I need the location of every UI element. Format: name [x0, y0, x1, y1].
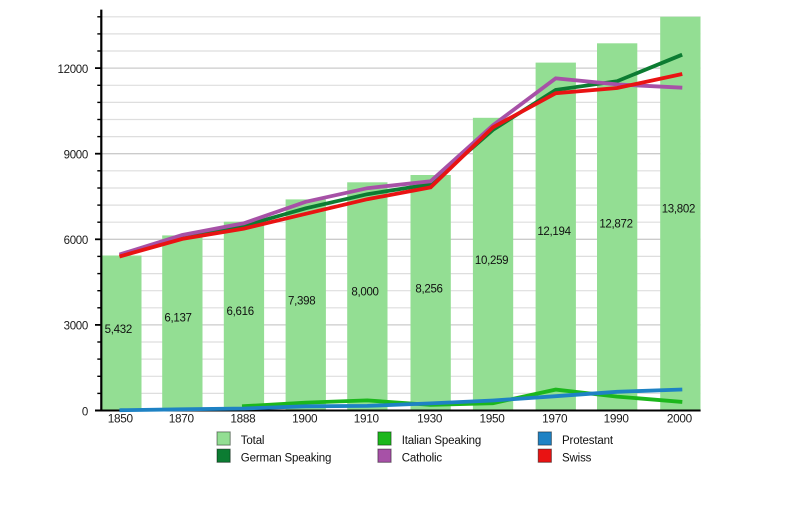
svg-text:7,398: 7,398: [288, 296, 315, 308]
svg-text:1850: 1850: [108, 411, 134, 425]
svg-text:0: 0: [82, 406, 88, 418]
svg-text:Total: Total: [241, 435, 265, 447]
svg-text:1950: 1950: [479, 411, 505, 425]
svg-text:6,137: 6,137: [164, 313, 191, 325]
svg-text:8,256: 8,256: [415, 284, 442, 296]
svg-text:12,194: 12,194: [537, 226, 571, 238]
svg-text:Swiss: Swiss: [562, 452, 592, 464]
svg-text:1970: 1970: [542, 411, 568, 425]
svg-text:3000: 3000: [64, 321, 88, 333]
svg-text:1910: 1910: [354, 411, 380, 425]
svg-text:6000: 6000: [64, 235, 88, 247]
svg-text:1900: 1900: [292, 411, 318, 425]
svg-text:1930: 1930: [417, 411, 443, 425]
svg-text:Italian Speaking: Italian Speaking: [402, 435, 481, 447]
svg-text:German Speaking: German Speaking: [241, 452, 331, 464]
svg-text:12000: 12000: [58, 64, 88, 76]
svg-text:Catholic: Catholic: [402, 452, 443, 464]
svg-text:Protestant: Protestant: [562, 435, 614, 447]
svg-text:10,259: 10,259: [475, 255, 508, 267]
svg-text:1870: 1870: [169, 411, 195, 425]
svg-text:8,000: 8,000: [351, 287, 378, 299]
svg-text:12,872: 12,872: [599, 219, 632, 231]
svg-text:6,616: 6,616: [227, 306, 254, 318]
svg-text:2000: 2000: [667, 411, 693, 425]
svg-text:9000: 9000: [64, 150, 88, 162]
svg-text:1990: 1990: [604, 411, 630, 425]
svg-text:5,432: 5,432: [105, 324, 132, 336]
svg-text:13,802: 13,802: [662, 203, 695, 215]
svg-text:1888: 1888: [230, 411, 256, 425]
